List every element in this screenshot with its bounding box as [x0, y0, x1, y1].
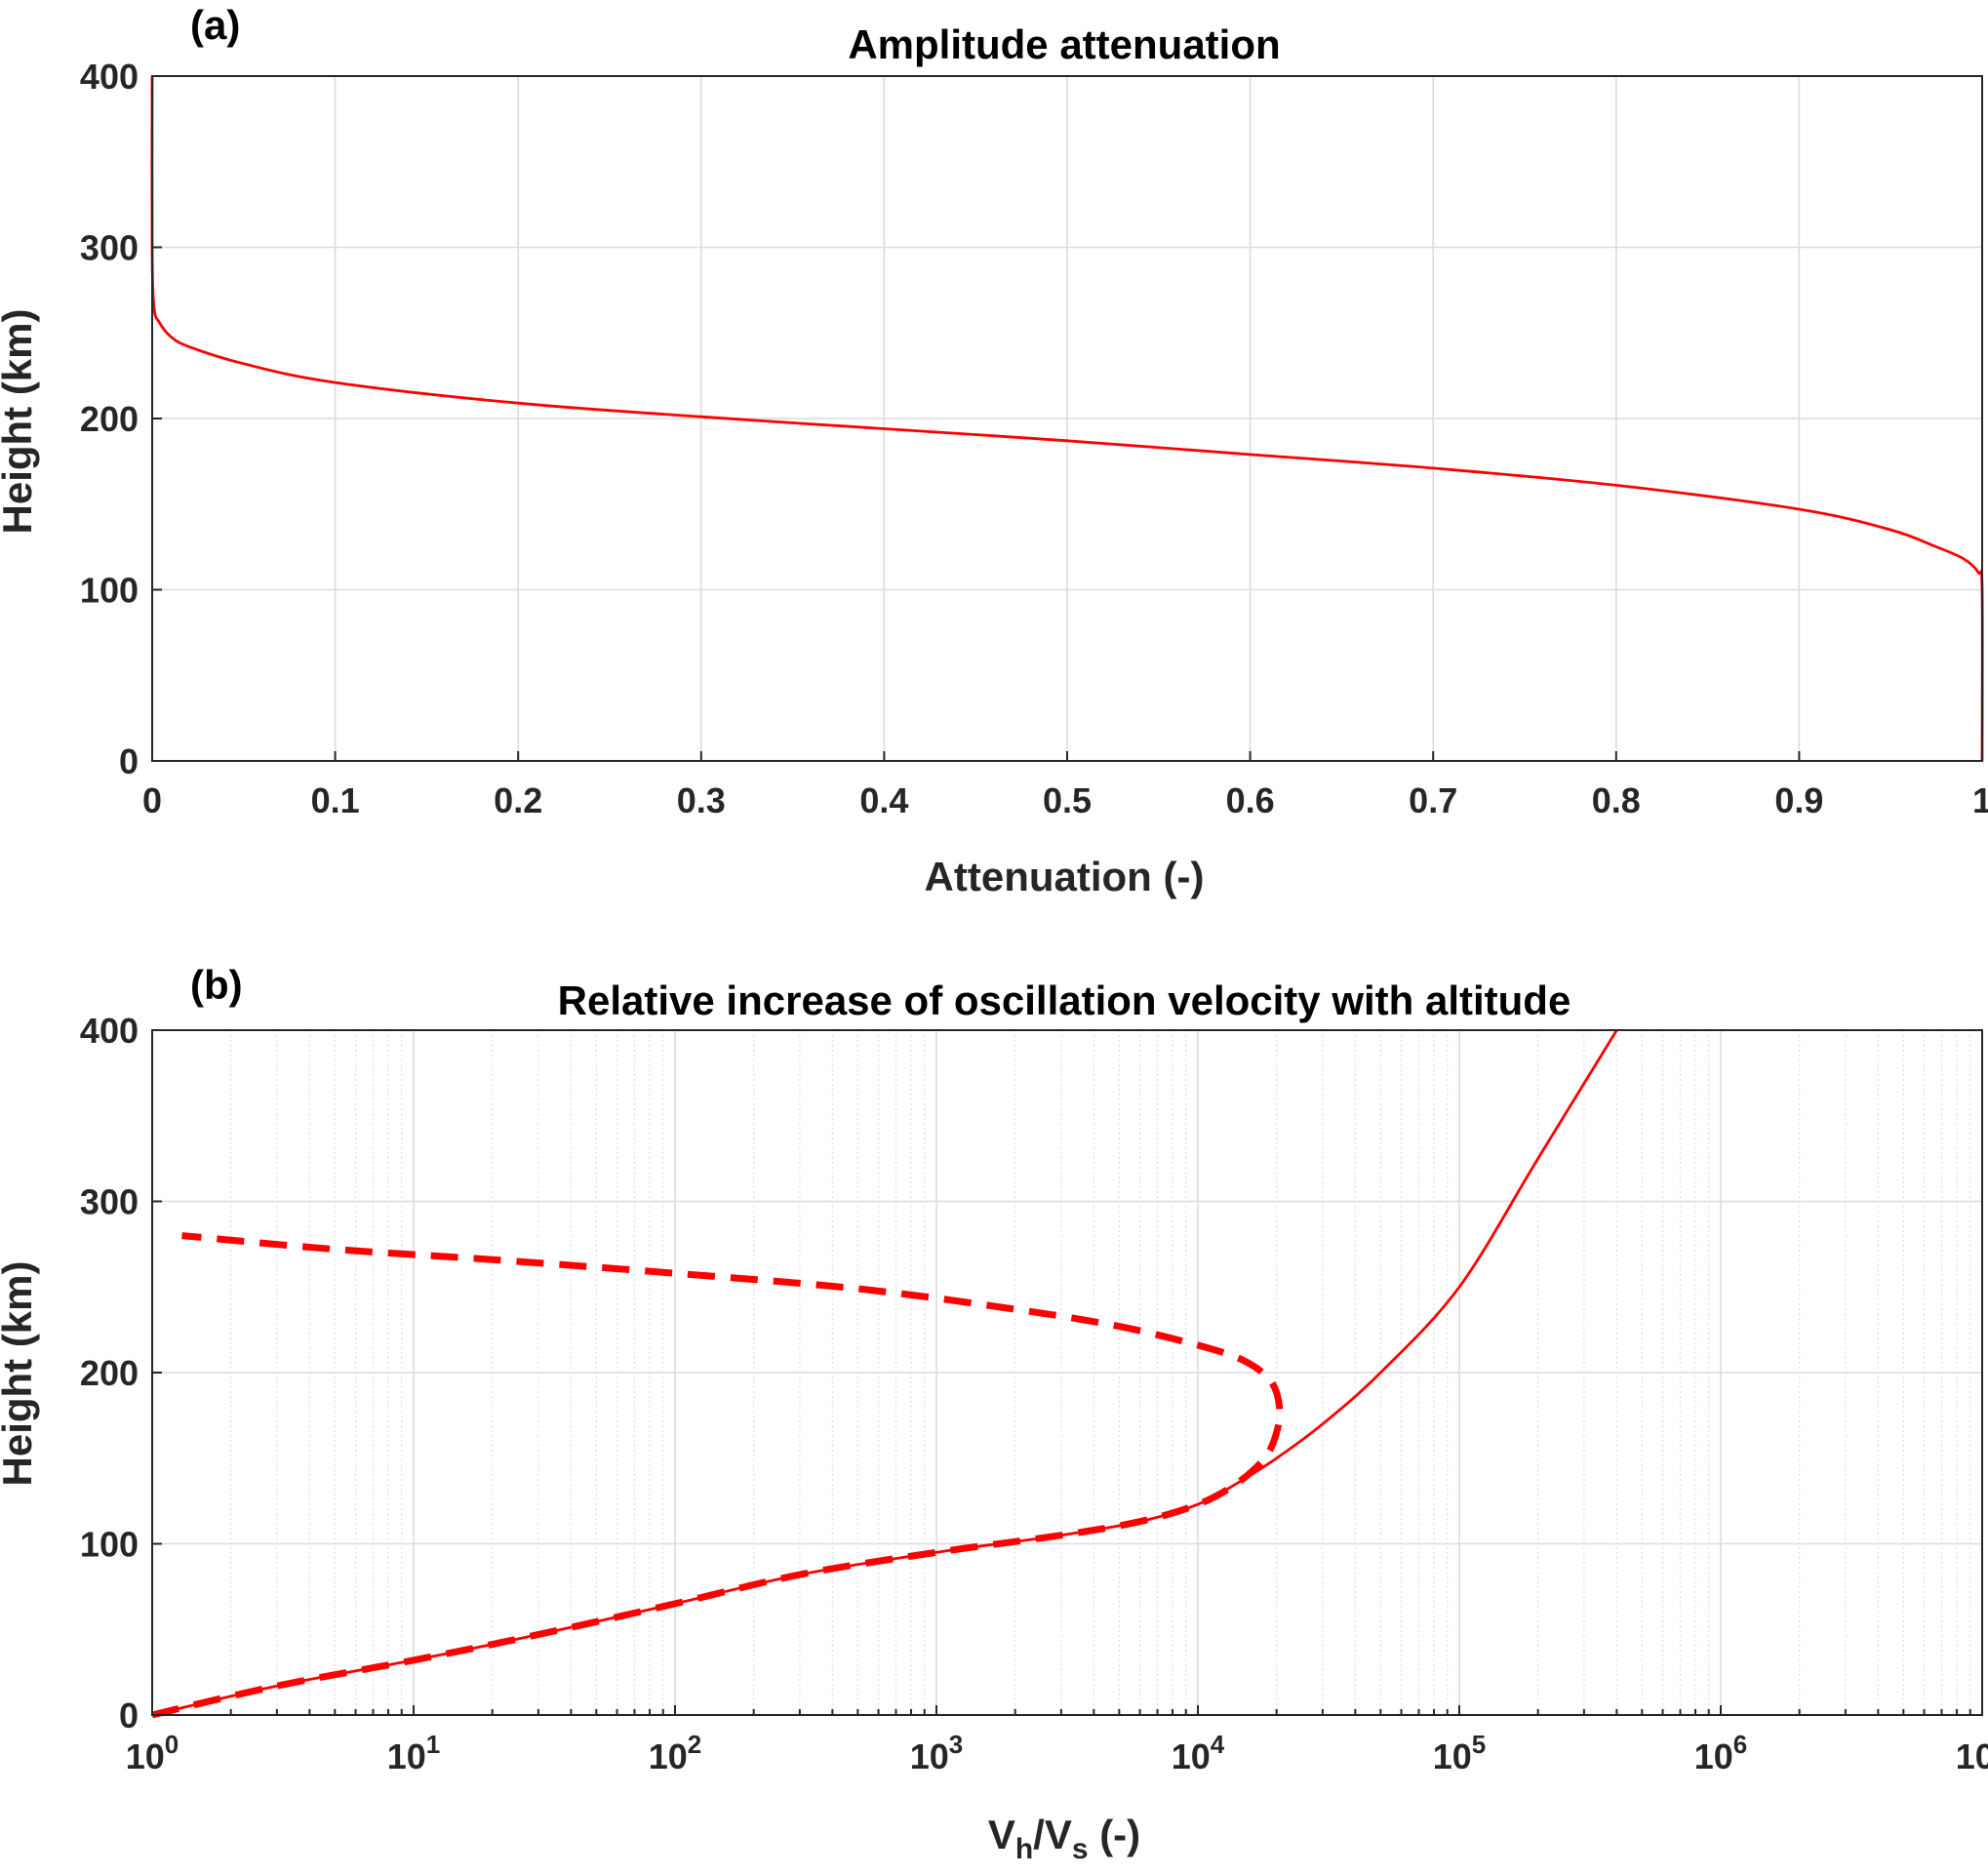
series-line-dashed	[151, 1232, 1284, 1719]
panel-a-x-axis-label: Attenuation (-)	[925, 854, 1205, 899]
x-tick-label: 0.8	[1592, 780, 1641, 820]
x-tick-label: 0.5	[1043, 780, 1092, 820]
x-tick-label: 100	[126, 1730, 179, 1776]
panel-b-x-axis-label: Vh/Vs (-)	[988, 1812, 1140, 1865]
y-tick-label: 200	[80, 1353, 139, 1393]
panel-a-series-group	[150, 75, 1984, 762]
x-tick-label: 101	[387, 1730, 441, 1776]
panel-b-grid	[151, 1029, 1983, 1716]
series-line-solid	[150, 75, 1984, 762]
panel-b-y-ticks: 0 100 200 300 400	[80, 1011, 162, 1735]
x-tick-label: 0.6	[1226, 780, 1275, 820]
panel-a-label: (a)	[190, 2, 240, 48]
x-tick-label: 104	[1172, 1730, 1225, 1776]
x-tick-label: 102	[649, 1730, 702, 1776]
panel-b-label: (b)	[190, 962, 243, 1008]
panel-a-x-ticks: 0 0.1 0.2 0.3 0.4 0.5 0.6 0.7 0.8 0.9 1	[142, 751, 1988, 820]
panel-b-chart: (b) Relative increase of oscillation vel…	[0, 962, 1988, 1865]
x-tick-label: 0	[142, 780, 162, 820]
y-tick-label: 0	[119, 1695, 139, 1735]
y-tick-label: 400	[80, 1011, 139, 1051]
x-tick-label: 107	[1956, 1730, 1988, 1776]
y-tick-label: 300	[80, 1182, 139, 1222]
panel-b-x-ticks: 100 101 102 103 104 105 106 107	[126, 1705, 1988, 1776]
y-tick-label: 200	[80, 399, 139, 439]
x-tick-label: 105	[1433, 1730, 1487, 1776]
y-tick-label: 400	[80, 57, 139, 97]
x-tick-label: 0.2	[494, 780, 542, 820]
x-tick-label: 0.4	[859, 780, 908, 820]
x-tick-label: 106	[1694, 1730, 1748, 1776]
x-tick-label: 0.9	[1774, 780, 1823, 820]
y-tick-label: 100	[80, 571, 139, 611]
panel-a-title: Amplitude attenuation	[848, 21, 1280, 67]
panel-b-x-label-sub-h: h	[1015, 1833, 1033, 1865]
panel-b-title: Relative increase of oscillation velocit…	[558, 977, 1571, 1023]
x-tick-label: 0.7	[1409, 780, 1457, 820]
y-tick-label: 300	[80, 228, 139, 268]
panel-b-x-label-unit: (-)	[1089, 1812, 1141, 1857]
x-tick-label: 1	[1972, 780, 1988, 820]
x-tick-label: 103	[910, 1730, 964, 1776]
panel-b-x-label-v1: V	[988, 1812, 1015, 1857]
panel-a-y-ticks: 0 100 200 300 400	[80, 57, 162, 781]
panel-b-x-label-v2: /V	[1033, 1812, 1072, 1857]
x-tick-label: 0.3	[677, 780, 726, 820]
panel-b-x-label-sub-s: s	[1072, 1833, 1089, 1865]
panel-b-series-group	[151, 1029, 1618, 1719]
y-tick-label: 100	[80, 1525, 139, 1565]
panel-a-y-axis-label: Height (km)	[0, 309, 40, 535]
panel-b-y-axis-label: Height (km)	[0, 1261, 40, 1487]
y-tick-label: 0	[119, 741, 139, 781]
x-tick-label: 0.1	[311, 780, 360, 820]
panel-a-chart: (a) Amplitude attenuation 0 0.1 0.2 0.3 0.4 0…	[0, 2, 1988, 899]
